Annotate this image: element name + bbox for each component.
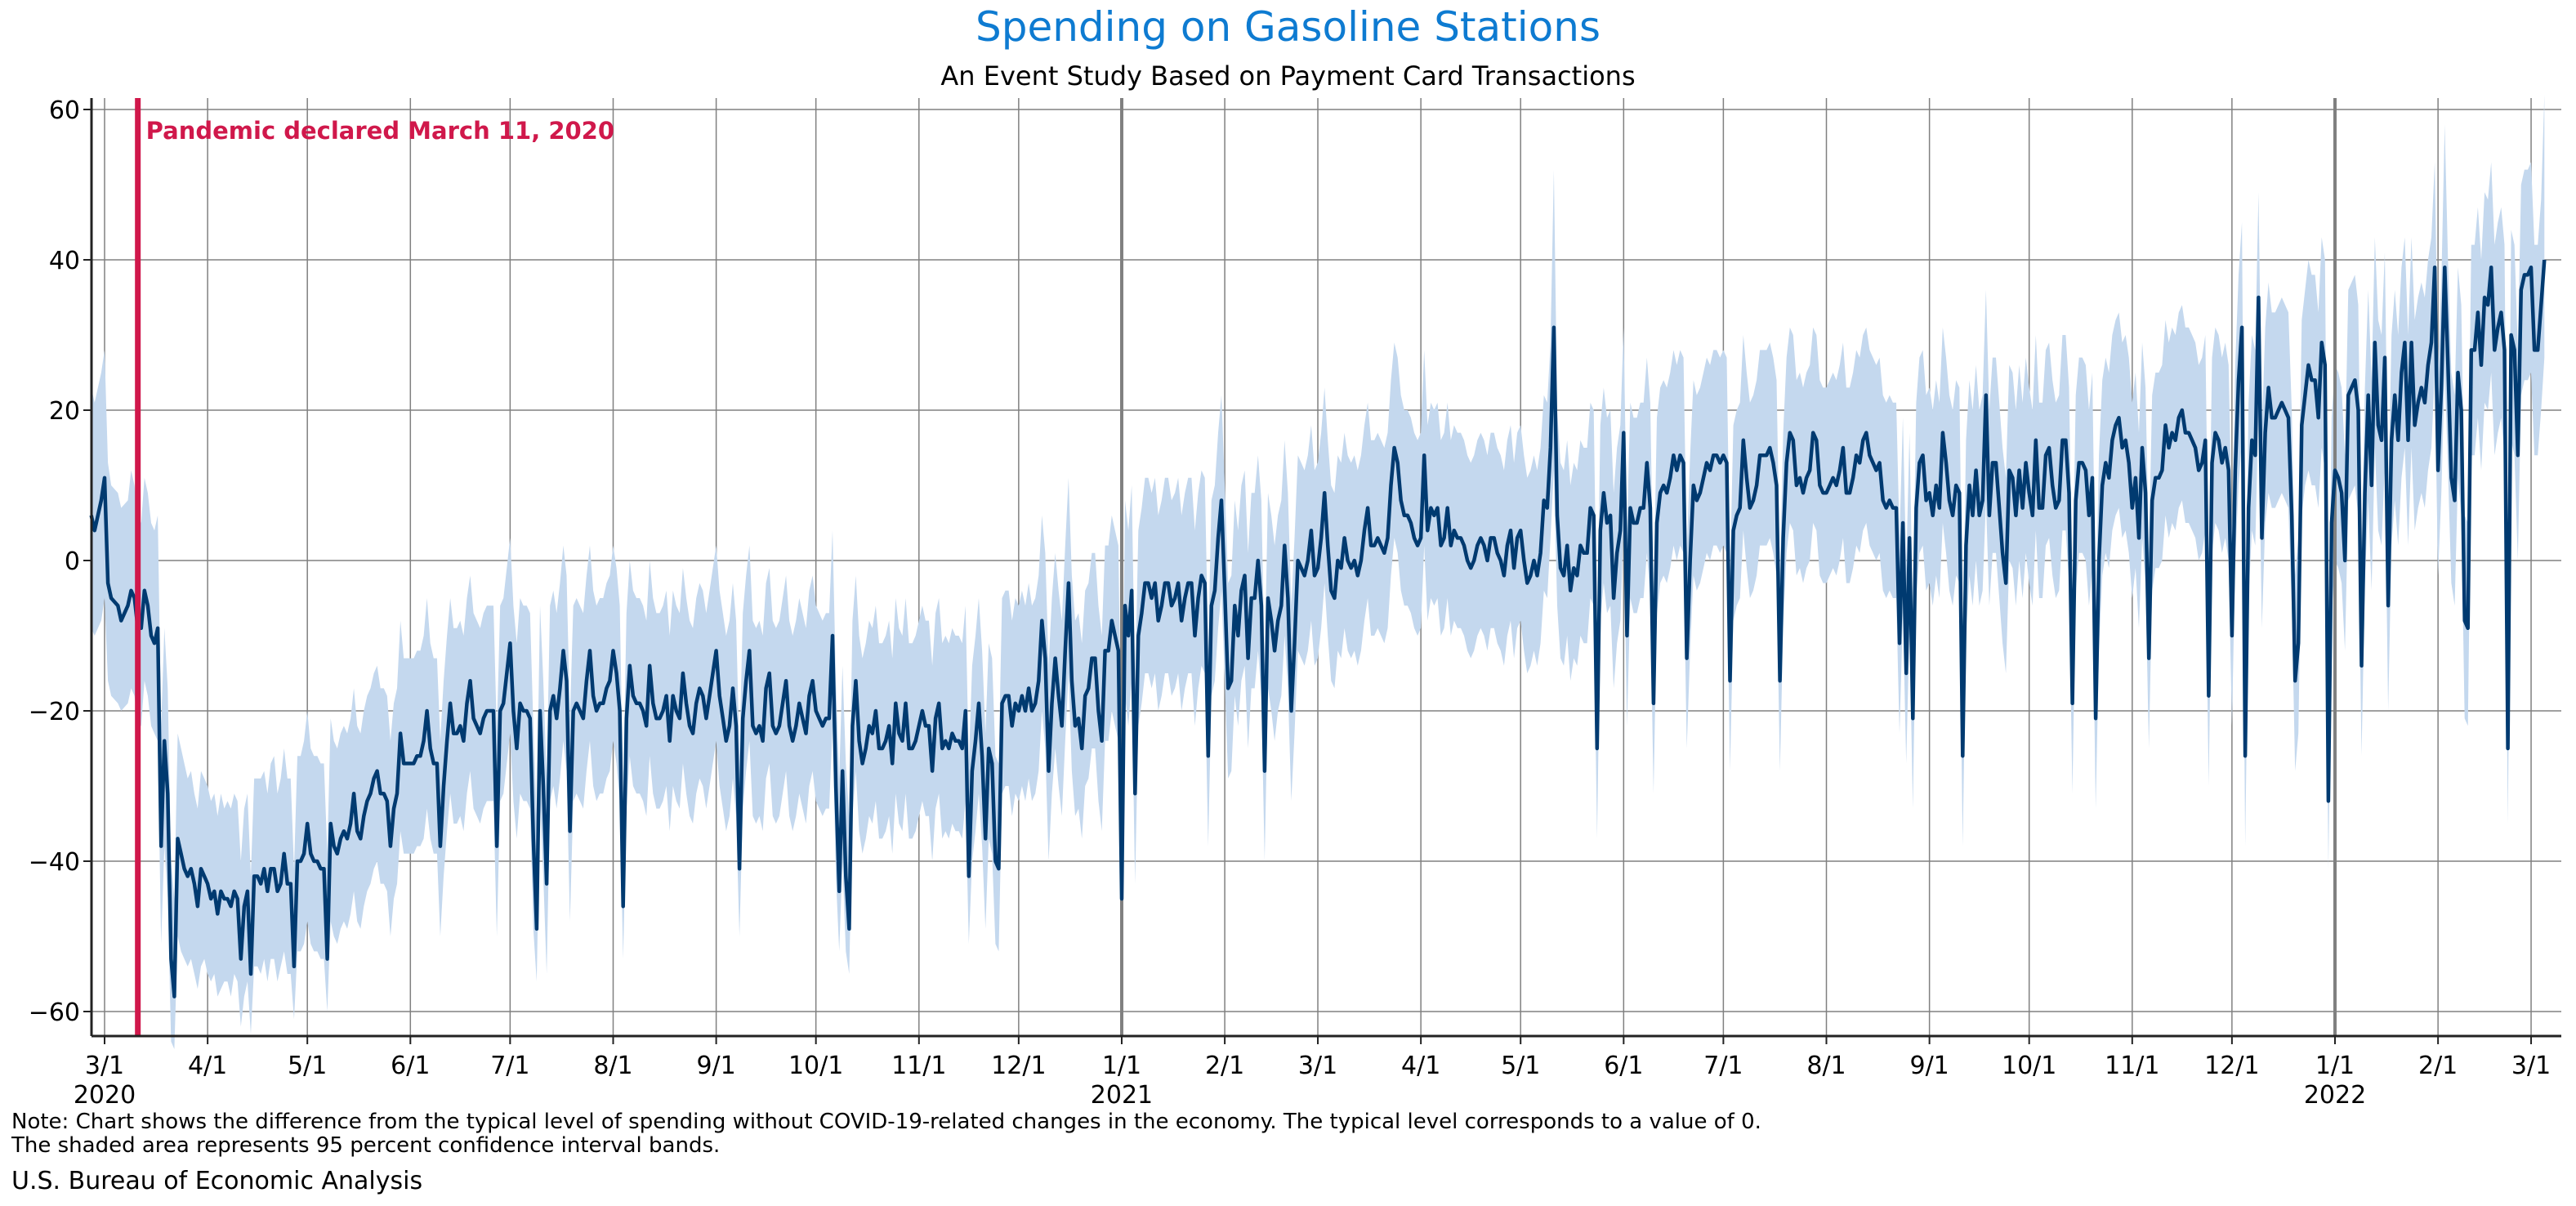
x-tick-label: 1/1 <box>2315 1052 2355 1080</box>
x-tick-label: 3/1 <box>85 1052 124 1080</box>
x-tick-label: 12/1 <box>2204 1052 2259 1080</box>
axes-layer <box>90 98 2561 1038</box>
x-tick-label: 7/1 <box>1703 1052 1743 1080</box>
x-tick-label: 9/1 <box>696 1052 735 1080</box>
x-tick-label: 11/1 <box>2105 1052 2159 1080</box>
x-tick-label: 2/1 <box>2418 1052 2458 1080</box>
x-tick-year-label: 2022 <box>2304 1081 2366 1110</box>
x-tick-label: 2/1 <box>1205 1052 1244 1080</box>
series-line-layer <box>89 259 2547 998</box>
x-tick-label: 11/1 <box>891 1052 946 1080</box>
x-tick-label: 6/1 <box>391 1052 430 1080</box>
x-tick-label: 6/1 <box>1604 1052 1643 1080</box>
x-tick-label: 8/1 <box>593 1052 632 1080</box>
y-tick-label: 20 <box>49 397 80 426</box>
chart-title: Spending on Gasoline Stations <box>975 3 1601 51</box>
y-tick-label: 40 <box>49 247 80 275</box>
y-tick-label: −60 <box>29 998 80 1027</box>
x-tick-label: 9/1 <box>1909 1052 1949 1080</box>
x-tick-label: 10/1 <box>2002 1052 2056 1080</box>
chart-note-line2: The shaded area represents 95 percent co… <box>11 1133 721 1158</box>
chart-note-line1: Note: Chart shows the difference from th… <box>11 1110 1761 1134</box>
x-tick-label: 7/1 <box>490 1052 529 1080</box>
x-tick-label: 5/1 <box>1501 1052 1540 1080</box>
chart-source: U.S. Bureau of Economic Analysis <box>11 1167 423 1195</box>
pandemic-annotation-label: Pandemic declared March 11, 2020 <box>146 117 614 145</box>
x-tick-label: 3/1 <box>1298 1052 1337 1080</box>
x-tick-label: 3/1 <box>2511 1052 2551 1080</box>
y-tick-label: −40 <box>29 848 80 877</box>
event-layer: Pandemic declared March 11, 2020 <box>135 98 614 1036</box>
x-tick-year-label: 2021 <box>1091 1081 1153 1110</box>
x-tick-year-label: 2020 <box>74 1081 136 1110</box>
x-tick-label: 4/1 <box>188 1052 227 1080</box>
y-tick-label: −20 <box>29 698 80 726</box>
y-tick-label: 0 <box>65 547 80 576</box>
x-tick-label: 5/1 <box>288 1052 327 1080</box>
chart-subtitle: An Event Study Based on Payment Card Tra… <box>940 60 1636 92</box>
x-tick-label: 4/1 <box>1401 1052 1440 1080</box>
x-tick-label: 12/1 <box>991 1052 1046 1080</box>
x-tick-label: 10/1 <box>788 1052 843 1080</box>
y-tick-label: 60 <box>49 96 80 125</box>
x-tick-label: 8/1 <box>1806 1052 1846 1080</box>
x-tick-label: 1/1 <box>1102 1052 1141 1080</box>
series-line <box>89 259 2547 998</box>
